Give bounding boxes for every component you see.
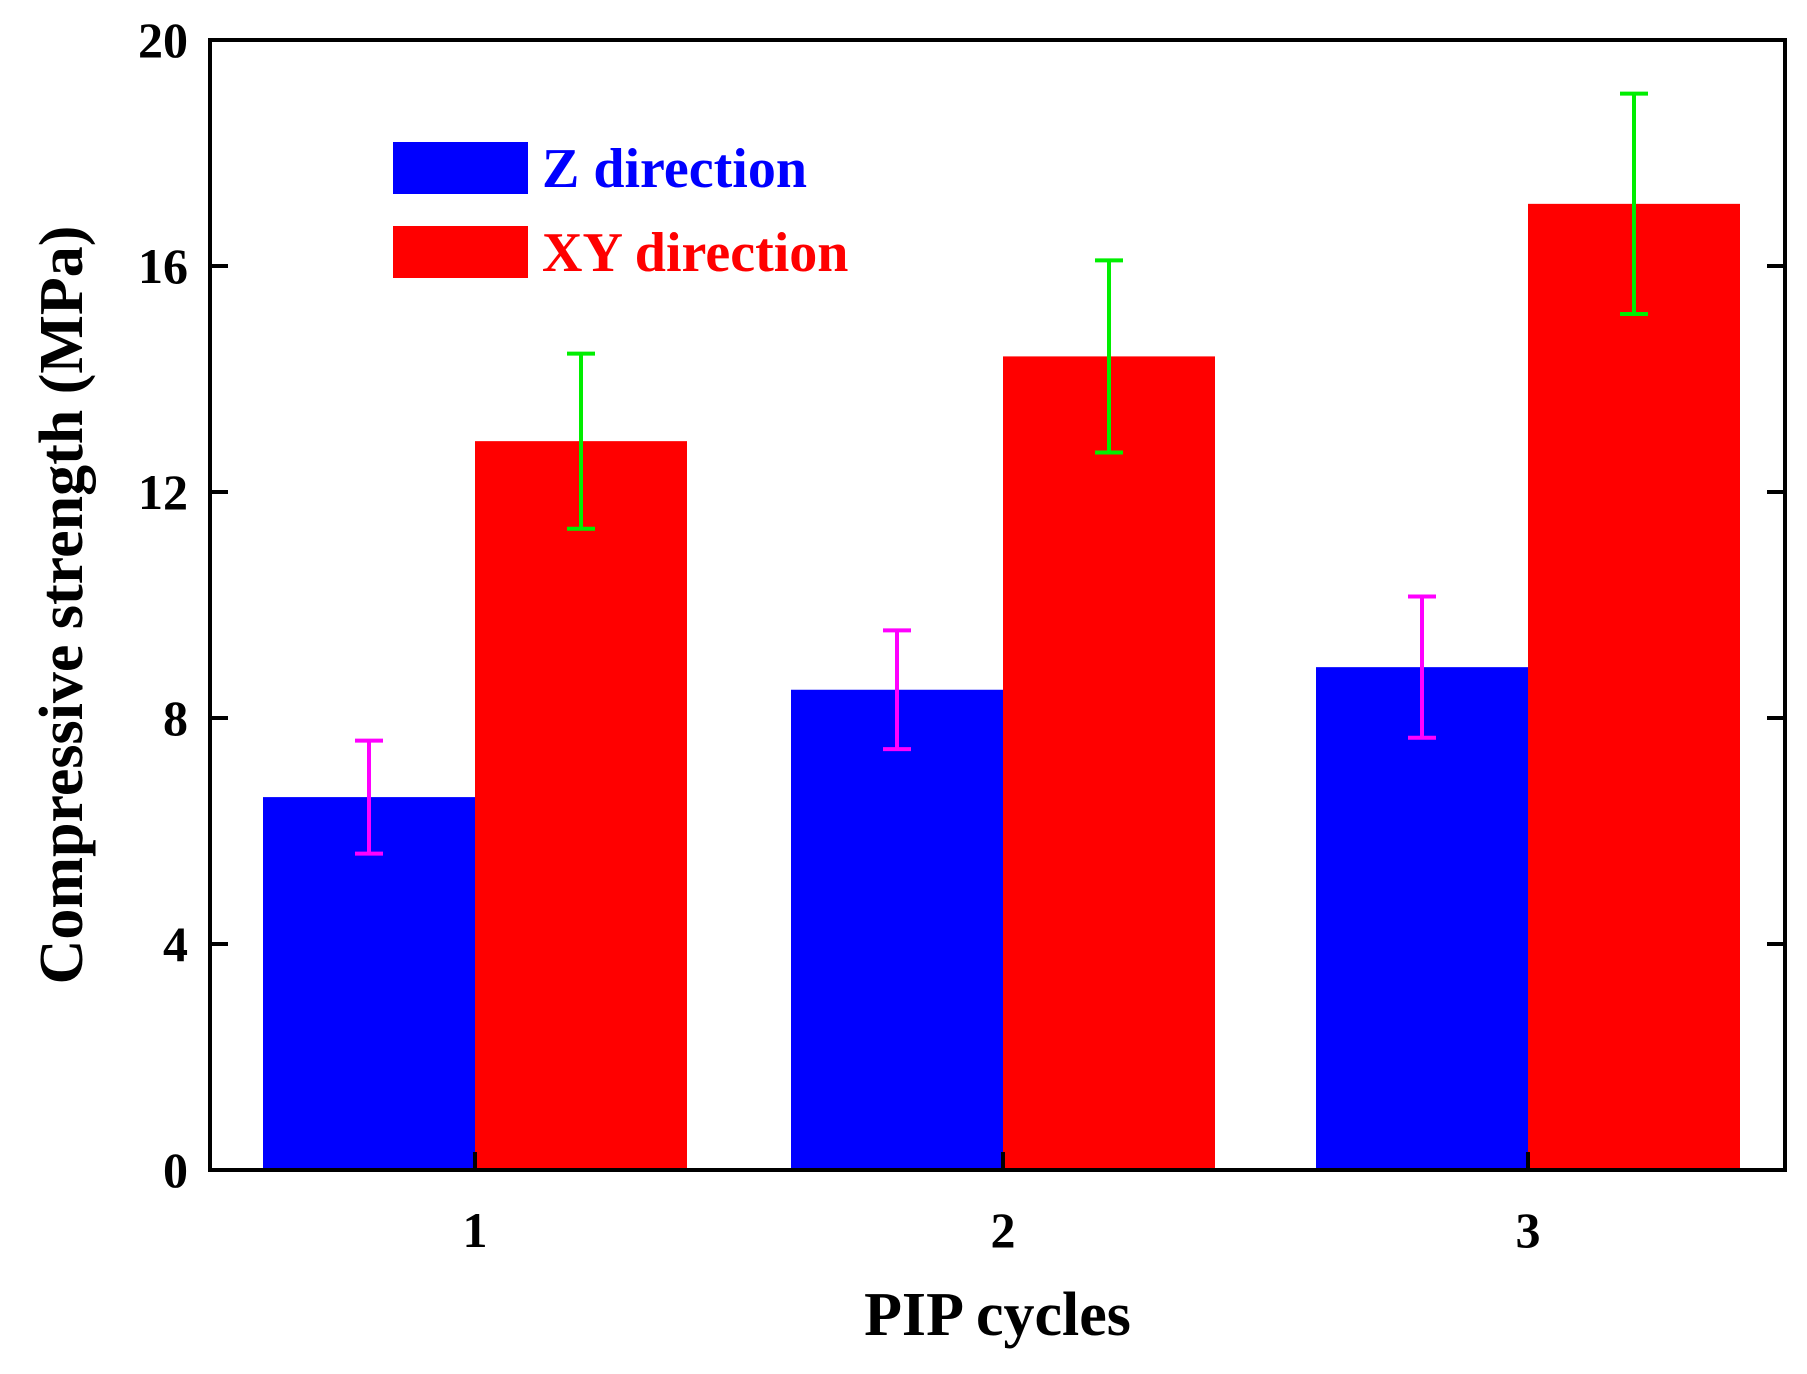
y-tick-label: 16	[138, 238, 188, 294]
bar-xy-cycle-3	[1528, 203, 1740, 1171]
error-bars-layer	[355, 91, 1648, 856]
legend-label-xy-direction: XY direction	[542, 222, 848, 284]
y-axis-ticks: 0 4 8 12 16 20	[138, 12, 1785, 1198]
x-tick-label: 2	[991, 1202, 1016, 1258]
x-tick-label: 1	[463, 1202, 488, 1258]
error-bar-z-cycle-3	[1408, 594, 1436, 740]
bars-layer	[263, 203, 1740, 1171]
legend-swatch-z-direction	[393, 142, 528, 194]
y-tick-label: 4	[163, 916, 188, 972]
bar-z-cycle-1	[263, 797, 475, 1170]
y-tick-label: 12	[138, 464, 188, 520]
error-bar-xy-cycle-3	[1620, 91, 1648, 317]
error-bar-z-cycle-1	[355, 738, 383, 856]
bar-z-cycle-2	[791, 689, 1003, 1170]
error-bar-xy-cycle-1	[567, 351, 595, 531]
error-bar-z-cycle-2	[883, 628, 911, 752]
y-tick-label: 20	[138, 12, 188, 68]
bar-xy-cycle-1	[475, 441, 687, 1170]
error-bar-xy-cycle-2	[1095, 258, 1123, 455]
bar-z-cycle-3	[1316, 667, 1528, 1170]
y-tick-label: 0	[163, 1142, 188, 1198]
legend-swatch-xy-direction	[393, 226, 528, 278]
x-tick-label: 3	[1516, 1202, 1541, 1258]
bar-xy-cycle-2	[1003, 356, 1215, 1170]
y-tick-label: 8	[163, 690, 188, 746]
y-axis-title: Compressive strength (MPa)	[28, 226, 96, 985]
legend: Z direction XY direction	[393, 138, 848, 284]
plot-frame	[208, 38, 1787, 1172]
x-axis-title: PIP cycles	[864, 1281, 1131, 1349]
x-axis-ticks: 1 2 3	[463, 1152, 1541, 1258]
legend-label-z-direction: Z direction	[542, 138, 807, 200]
